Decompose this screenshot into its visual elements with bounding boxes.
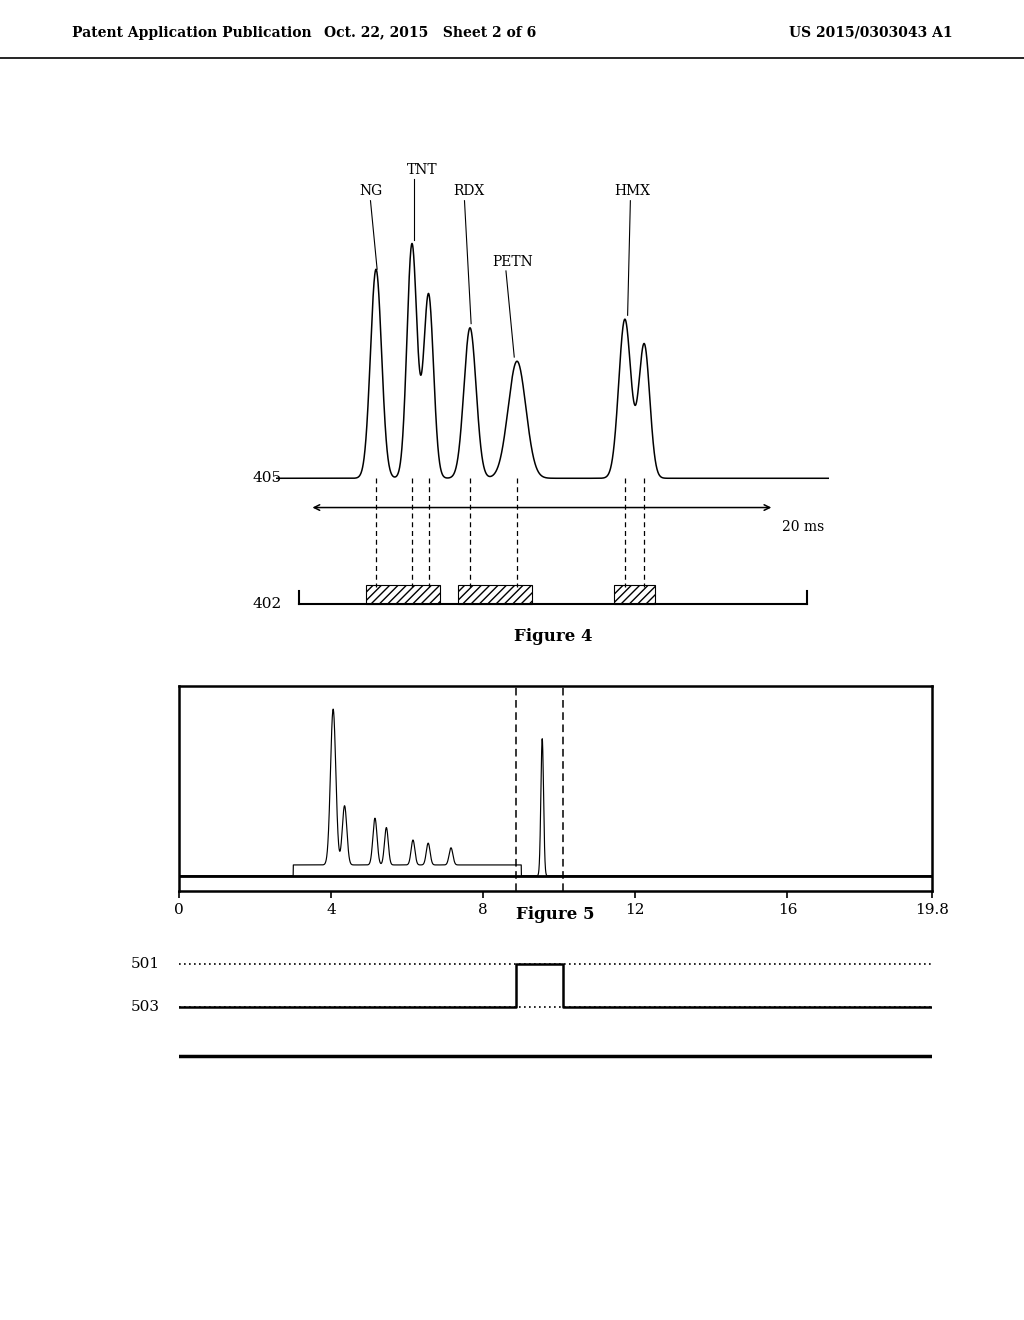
Text: RDX: RDX: [454, 185, 484, 198]
Text: HMX: HMX: [613, 185, 650, 198]
Text: 405: 405: [253, 471, 282, 486]
Bar: [613, 585, 655, 603]
Bar: [366, 585, 439, 603]
Text: 402: 402: [253, 597, 282, 611]
Text: TNT: TNT: [407, 164, 437, 177]
Text: Oct. 22, 2015   Sheet 2 of 6: Oct. 22, 2015 Sheet 2 of 6: [324, 25, 537, 40]
Text: 503: 503: [131, 1001, 160, 1014]
Text: 20 ms: 20 ms: [782, 520, 824, 535]
Text: Patent Application Publication: Patent Application Publication: [72, 25, 311, 40]
Bar: [458, 585, 531, 603]
Text: Figure 5: Figure 5: [516, 906, 595, 923]
Text: PETN: PETN: [493, 255, 532, 269]
Text: Figure 4: Figure 4: [514, 628, 592, 645]
Text: NG: NG: [359, 185, 383, 198]
Text: 501: 501: [131, 957, 160, 970]
Text: US 2015/0303043 A1: US 2015/0303043 A1: [788, 25, 952, 40]
